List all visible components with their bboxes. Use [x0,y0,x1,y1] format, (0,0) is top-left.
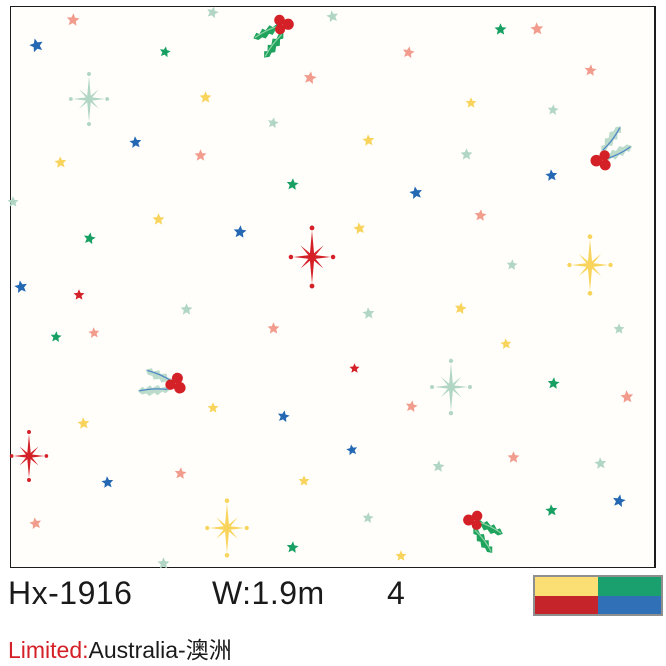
product-width: W:1.9m [212,575,325,611]
swatch-cell-blue [598,595,661,614]
product-info-row: Hx-1916 W:1.9m 4 [0,575,666,615]
swatch-cell-red [535,595,598,614]
pattern-swatch-frame [10,6,656,568]
limited-label: Limited: [8,637,89,663]
colorway-swatch [533,575,663,616]
swatch-cell-yellow [535,577,598,596]
swatch-cell-green [598,577,661,596]
colorway-count: 4 [387,575,406,611]
product-code: Hx-1916 [8,575,133,611]
limited-row: Limited:Australia-澳洲 [8,631,232,665]
limited-region: Australia-澳洲 [88,637,232,663]
